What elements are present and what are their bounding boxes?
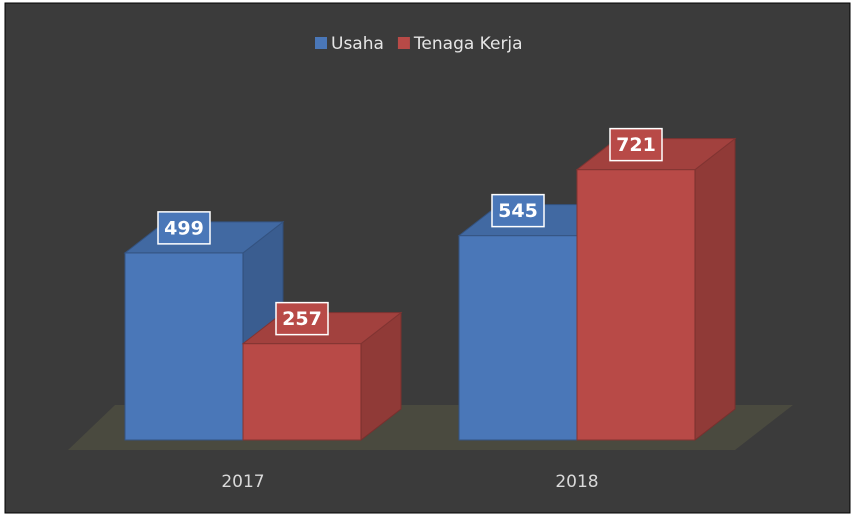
bar-front [124,252,244,441]
bar-front [242,343,362,441]
bar-front [576,169,696,441]
legend-label: Usaha [331,34,384,54]
bar-side [694,137,736,442]
data-label-box [275,301,329,336]
legend-swatch [397,37,410,49]
data-label: 499 [164,217,204,239]
data-label: 257 [282,308,322,330]
data-label: 721 [616,134,656,156]
data-label-box [157,211,211,245]
bar [575,137,737,442]
data-label-box [491,193,545,228]
data-label: 545 [498,200,538,222]
bar-front [458,235,578,441]
x-tick-label: 2018 [555,472,598,492]
x-tick-label: 2017 [221,472,264,492]
legend-label: Tenaga Kerja [413,34,523,54]
data-label-box [609,127,663,162]
legend-swatch [315,37,327,49]
